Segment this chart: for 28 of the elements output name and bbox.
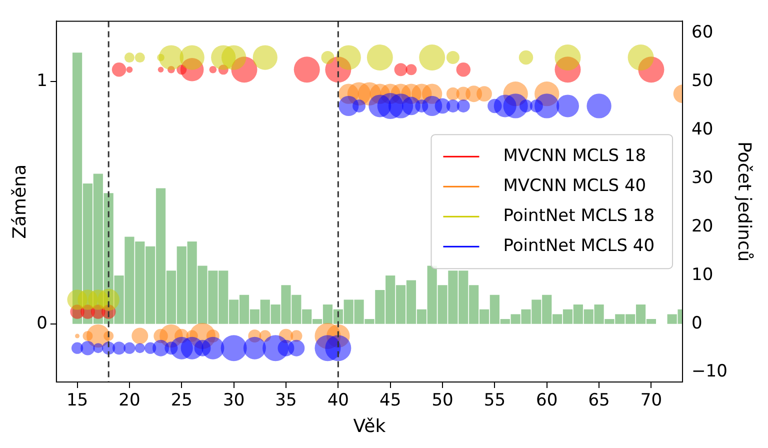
- y-tick-label: 1: [36, 71, 48, 92]
- y2-tick-label: 20: [692, 216, 714, 236]
- x-tick-label: 65: [588, 390, 610, 411]
- y2-tick-label: 30: [692, 168, 714, 188]
- y2-tick-label: 10: [692, 264, 714, 285]
- legend-label: MVCNN MCLS 40: [503, 176, 646, 196]
- x-tick-label: 40: [327, 390, 349, 411]
- legend-label: PointNet MCLS 18: [503, 206, 655, 226]
- y2-tick-label: 60: [692, 22, 714, 43]
- x-axis-title: Věk: [353, 416, 386, 437]
- y2-tick-label: 0: [692, 313, 702, 334]
- y2-tick-label: 40: [692, 120, 714, 140]
- y-axis-title: Záměna: [9, 164, 30, 239]
- legend-label: MVCNN MCLS 18: [503, 146, 646, 166]
- legend-label: PointNet MCLS 40: [503, 236, 655, 256]
- x-tick-label: 60: [536, 390, 558, 411]
- x-tick-label: 20: [118, 390, 140, 411]
- x-tick-label: 15: [66, 390, 88, 411]
- x-tick-label: 35: [275, 390, 297, 411]
- y2-tick-label: 50: [692, 71, 714, 92]
- x-tick-label: 55: [484, 390, 506, 411]
- y2-axis-title: Počet jedinců: [734, 142, 755, 262]
- y2-tick-label: −10: [692, 362, 728, 382]
- x-tick-label: 25: [170, 390, 192, 411]
- x-tick-label: 30: [222, 390, 245, 411]
- x-tick-label: 50: [432, 390, 454, 411]
- x-tick-label: 45: [380, 390, 402, 411]
- x-tick-label: 70: [640, 390, 662, 411]
